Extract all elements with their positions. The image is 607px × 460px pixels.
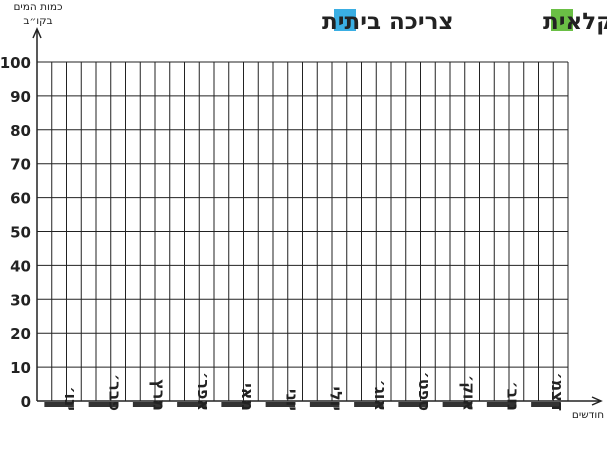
- x-tick-label: אוג׳: [371, 380, 390, 411]
- y-tick-label: 100: [0, 54, 31, 72]
- month-marker: [132, 402, 163, 407]
- month-marker: [486, 402, 517, 407]
- axis-labels: כמות המים בקו״ב חודשים: [13, 1, 604, 421]
- legend-swatch: [551, 9, 573, 31]
- month-marker: [531, 402, 561, 407]
- axes: [32, 27, 603, 406]
- legend-label: צריכה ביתית: [322, 9, 453, 35]
- x-tick-label: מאי: [238, 383, 257, 411]
- x-tick-label: אוק׳: [459, 375, 478, 411]
- y-axis-label: כמות המים: [13, 1, 62, 13]
- month-marker: [442, 402, 473, 407]
- legend: צריכה חקלאית צריכה ביתית: [322, 9, 607, 35]
- y-tick-label: 90: [10, 88, 31, 106]
- y-tick-label: 30: [10, 291, 31, 309]
- y-tick-label: 0: [21, 393, 31, 411]
- y-tick-label: 50: [10, 224, 31, 242]
- y-tick-label: 20: [10, 325, 31, 343]
- month-marker: [265, 402, 296, 407]
- x-axis-arrow: [591, 396, 603, 406]
- month-marker: [398, 402, 428, 407]
- x-tick-label: פבר׳: [105, 374, 124, 411]
- y-tick-label: 40: [10, 257, 31, 275]
- x-tick-label: ינו׳: [61, 386, 80, 411]
- x-tick-label: יוני: [282, 389, 301, 411]
- x-tick-label: דצמ׳: [548, 372, 567, 411]
- x-axis-label: חודשים: [572, 409, 604, 421]
- y-tick-label: 80: [10, 122, 31, 140]
- y-tick-label: 60: [10, 190, 31, 208]
- legend-label: צריכה חקלאית: [543, 9, 607, 35]
- x-tick-label: יולי: [327, 386, 346, 411]
- y-axis-arrow: [32, 27, 42, 39]
- x-tick-label: מרץ: [150, 379, 169, 411]
- x-tick-label: אפר׳: [194, 372, 213, 411]
- y-tick-label: 70: [10, 156, 31, 174]
- grid: [37, 61, 569, 401]
- month-marker: [309, 402, 340, 407]
- month-marker: [44, 402, 74, 407]
- x-tick-label: נוב׳: [504, 381, 523, 411]
- month-marker: [88, 402, 119, 407]
- month-marker: [354, 402, 384, 407]
- y-axis-label: בקו״ב: [23, 15, 52, 27]
- y-tick-label: 10: [10, 359, 31, 377]
- legend-swatch: [334, 9, 356, 31]
- tick-labels: 0 10 20 30 40 50 60 70 80 90 100 ינו׳ פבר׳ מרץ אפר׳ מאי…: [0, 54, 567, 411]
- month-marker: [177, 402, 207, 407]
- month-marker: [221, 402, 251, 407]
- month-markers: [44, 402, 561, 407]
- x-tick-label: ספט׳: [415, 372, 434, 411]
